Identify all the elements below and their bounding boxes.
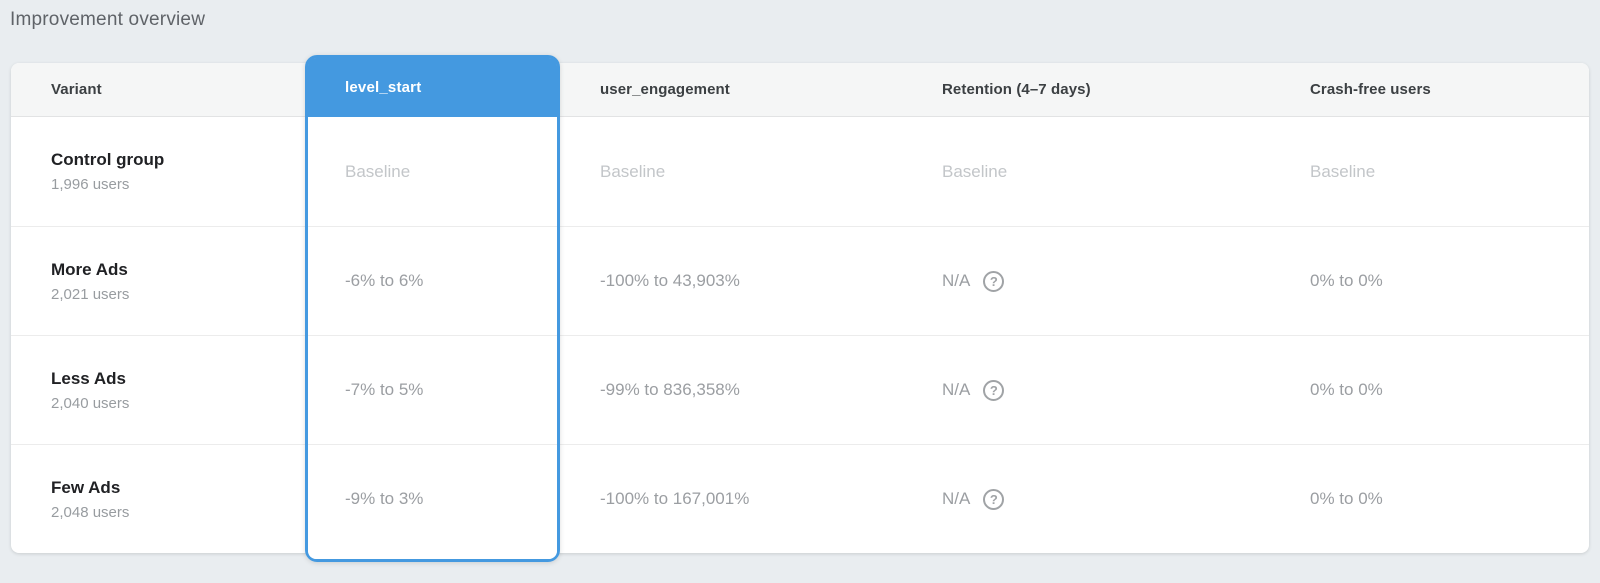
retention-cell: N/A ? [902, 336, 1270, 444]
improvement-table-card: Variant user_engagement Retention (4–7 d… [11, 63, 1589, 553]
variant-user-count: 2,048 users [51, 503, 130, 521]
retention-cell: Baseline [902, 117, 1270, 226]
variant-cell: Control group 1,996 users [11, 117, 305, 226]
retention-cell: N/A ? [902, 227, 1270, 335]
table-row-more-ads: More Ads 2,021 users -6% to 6% -100% to … [11, 226, 1589, 335]
column-header-variant: Variant [51, 81, 102, 98]
cell-value: N/A [942, 489, 971, 508]
selected-metric-column-foot [308, 549, 557, 559]
level-start-cell: -7% to 5% [305, 336, 560, 444]
cell-value: N/A [942, 380, 971, 399]
user-engagement-cell: -100% to 167,001% [560, 445, 902, 553]
variant-cell: Few Ads 2,048 users [11, 445, 305, 553]
help-circle-icon[interactable]: ? [983, 379, 1005, 401]
variant-name: Less Ads [51, 368, 126, 388]
column-header-user-engagement[interactable]: user_engagement [600, 81, 730, 98]
cell-value: -9% to 3% [345, 489, 424, 508]
cell-value: N/A [942, 271, 971, 290]
variant-user-count: 1,996 users [51, 176, 130, 193]
variant-name: Few Ads [51, 477, 121, 497]
variant-name: Control group [51, 150, 165, 169]
variant-user-count: 2,040 users [51, 394, 130, 412]
selected-metric-column-highlight: level_start [305, 55, 560, 562]
cell-value: -100% to 43,903% [600, 271, 740, 290]
variant-user-count: 2,021 users [51, 285, 130, 303]
variant-name: More Ads [51, 259, 128, 279]
tab-level-start[interactable]: level_start [308, 58, 557, 117]
crash-free-cell: 0% to 0% [1270, 227, 1589, 335]
cell-value: -99% to 836,358% [600, 380, 740, 399]
user-engagement-cell: -100% to 43,903% [560, 227, 902, 335]
crash-free-cell: 0% to 0% [1270, 336, 1589, 444]
user-engagement-cell: -99% to 836,358% [560, 336, 902, 444]
cell-value: -100% to 167,001% [600, 489, 750, 508]
help-circle-icon[interactable]: ? [983, 270, 1005, 292]
retention-cell: N/A ? [902, 445, 1270, 553]
cell-value: -7% to 5% [345, 380, 424, 399]
crash-free-cell: Baseline [1270, 117, 1589, 226]
column-header-crash-free[interactable]: Crash-free users [1310, 81, 1431, 98]
cell-value: 0% to 0% [1310, 380, 1383, 399]
table-row-control-group: Control group 1,996 users Baseline Basel… [11, 117, 1589, 226]
level-start-cell: Baseline [305, 117, 560, 226]
table-row-less-ads: Less Ads 2,040 users -7% to 5% -99% to 8… [11, 335, 1589, 444]
user-engagement-cell: Baseline [560, 117, 902, 226]
table-row-few-ads: Few Ads 2,048 users -9% to 3% -100% to 1… [11, 444, 1589, 553]
cell-value: Baseline [942, 161, 1008, 181]
level-start-cell: -6% to 6% [305, 227, 560, 335]
page-title: Improvement overview [10, 9, 206, 30]
cell-value: Baseline [1310, 161, 1376, 181]
variant-cell: More Ads 2,021 users [11, 227, 305, 335]
cell-value: Baseline [600, 161, 666, 181]
cell-value: 0% to 0% [1310, 271, 1383, 290]
crash-free-cell: 0% to 0% [1270, 445, 1589, 553]
cell-value: 0% to 0% [1310, 489, 1383, 508]
level-start-cell: -9% to 3% [305, 445, 560, 553]
cell-value: Baseline [345, 161, 411, 181]
column-header-retention[interactable]: Retention (4–7 days) [942, 81, 1091, 98]
cell-value: -6% to 6% [345, 271, 424, 290]
help-circle-icon[interactable]: ? [983, 488, 1005, 510]
variant-cell: Less Ads 2,040 users [11, 336, 305, 444]
table-header-row: Variant user_engagement Retention (4–7 d… [11, 63, 1589, 117]
